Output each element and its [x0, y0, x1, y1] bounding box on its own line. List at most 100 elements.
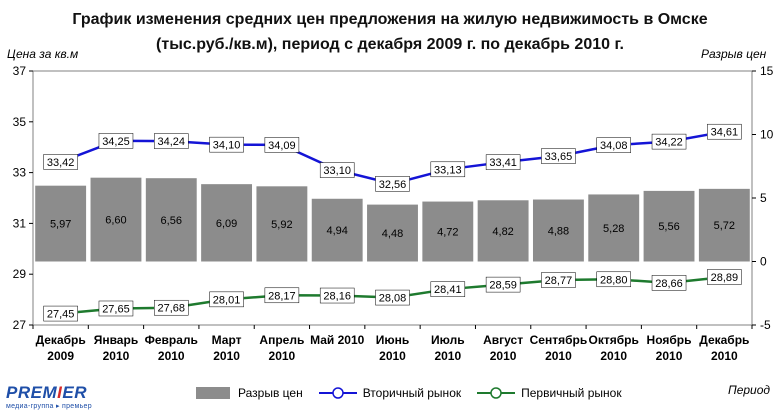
right-tick-label: -5 [760, 318, 771, 332]
x-tick-label-month: Апрель [259, 333, 304, 347]
x-tick-label-month: Сентябрь [530, 333, 588, 347]
x-tick-label-month: Декабрь [699, 333, 749, 347]
right-tick-label: 0 [760, 255, 767, 269]
legend-item-secondary: Вторичный рынок [318, 386, 462, 400]
left-tick-label: 37 [13, 64, 27, 78]
gap-bar-label: 5,97 [50, 219, 71, 231]
x-tick-label-month: Декабрь [36, 333, 86, 347]
secondary-label: 34,08 [600, 140, 628, 152]
secondary-label: 34,61 [711, 127, 739, 139]
gap-bar-label: 4,94 [326, 225, 347, 237]
secondary-label: 34,24 [158, 136, 186, 148]
left-tick-label: 33 [13, 166, 27, 180]
x-tick-label-year: 2009 [47, 349, 74, 363]
secondary-label: 33,42 [47, 157, 75, 169]
gap-bar [367, 204, 418, 262]
primary-label-box [651, 275, 687, 291]
gap-bar-label: 5,72 [714, 220, 735, 232]
left-axis-title: Цена за кв.м [7, 47, 79, 61]
primary-label-box [375, 289, 410, 306]
legend-secondary-swatch [318, 387, 357, 399]
x-tick-label-year: 2010 [158, 349, 185, 363]
secondary-label-box [154, 133, 189, 149]
right-tick-label: 5 [760, 191, 767, 205]
legend-label-gap: Разрыв цен [238, 386, 303, 400]
x-tick-label-month: Январь [94, 333, 138, 347]
x-tick-label-year: 2010 [103, 349, 130, 363]
legend-label-primary: Первичный рынок [521, 386, 622, 400]
gap-bar-label: 4,82 [492, 226, 513, 238]
secondary-label-box [43, 154, 78, 170]
primary-label: 28,77 [545, 275, 573, 287]
gap-bar-label: 5,56 [658, 221, 679, 233]
x-tick-label-year: 2010 [600, 349, 627, 363]
primary-label-box [485, 276, 521, 293]
x-tick-label-year: 2010 [545, 349, 572, 363]
secondary-label: 34,25 [102, 136, 130, 148]
secondary-label-box [596, 137, 631, 153]
secondary-label-box [707, 123, 742, 140]
chart-title-line-2: (тыс.руб./кв.м), период с декабря 2009 г… [156, 36, 624, 53]
legend-label-secondary: Вторичный рынок [362, 386, 462, 400]
secondary-label: 34,22 [655, 137, 683, 149]
primary-label-box [98, 300, 134, 317]
left-tick-label: 31 [13, 216, 27, 230]
logo-subtitle: медиа-группа ▸ премьер [6, 403, 92, 410]
primary-label-box [264, 287, 300, 304]
primary-label: 27,65 [102, 303, 130, 315]
primary-label-box [596, 271, 631, 288]
x-axis-title: Период [728, 383, 771, 397]
secondary-label-box [98, 133, 134, 149]
gap-bar-label: 4,48 [382, 228, 403, 240]
gap-bar [90, 177, 142, 262]
secondary-label: 33,41 [489, 157, 517, 169]
logo-text-a: PREM [6, 383, 58, 402]
primary-label: 28,59 [489, 280, 517, 292]
x-tick-label-month: Октябрь [589, 333, 639, 347]
secondary-label-box [485, 154, 521, 170]
gap-bar [201, 184, 253, 262]
secondary-label-box [375, 176, 410, 192]
x-tick-label-month: Февраль [145, 333, 198, 347]
x-tick-label-year: 2010 [213, 349, 240, 363]
chart-title-line-1: График изменения средних цен предложения… [72, 11, 708, 28]
secondary-label: 32,56 [379, 179, 407, 191]
primary-label: 28,08 [379, 293, 407, 305]
primary-label-box [319, 287, 355, 304]
secondary-label: 34,10 [213, 140, 241, 152]
x-tick-label-year: 2010 [711, 349, 738, 363]
gap-bar [588, 194, 640, 262]
gap-bar-label: 6,60 [105, 215, 126, 227]
premier-logo: PREMIER медиа-группа ▸ премьер [6, 384, 92, 410]
x-tick-label-month: Май 2010 [310, 333, 365, 347]
legend-item-primary: Первичный рынок [477, 386, 622, 400]
secondary-label-box [264, 137, 300, 153]
gap-bar-label: 5,28 [603, 223, 624, 235]
secondary-label: 33,10 [323, 165, 351, 177]
secondary-label-box [209, 136, 244, 153]
gap-bar [145, 178, 197, 262]
primary-label: 28,41 [434, 284, 462, 296]
primary-label: 28,01 [213, 294, 241, 306]
secondary-label: 33,65 [545, 151, 573, 163]
legend-item-gap: Разрыв цен [196, 386, 303, 400]
gap-bar-label: 6,56 [161, 215, 182, 227]
secondary-label-box [319, 162, 355, 178]
primary-label: 28,16 [323, 291, 351, 303]
x-tick-label-month: Март [212, 333, 242, 347]
gap-bar [311, 198, 363, 262]
gap-bar-label: 4,88 [548, 226, 569, 238]
x-tick-label-year: 2010 [269, 349, 296, 363]
x-tick-label-year: 2010 [490, 349, 517, 363]
primary-label-box [209, 291, 244, 308]
secondary-label-box [541, 148, 576, 164]
x-tick-label-month: Июль [431, 333, 465, 347]
right-tick-label: 15 [760, 64, 774, 78]
legend-primary-swatch [477, 387, 516, 399]
logo-text-b: I [57, 383, 63, 402]
gap-bar-label: 6,09 [216, 218, 237, 230]
secondary-label-box [651, 133, 687, 150]
gap-bar [422, 201, 474, 262]
gap-bar [35, 185, 87, 262]
